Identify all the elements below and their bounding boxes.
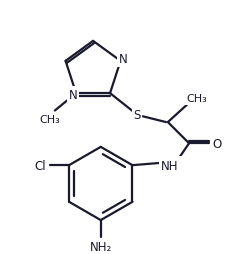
Text: Cl: Cl bbox=[34, 159, 46, 172]
Text: S: S bbox=[133, 108, 141, 121]
Text: NH₂: NH₂ bbox=[90, 240, 112, 253]
Text: N: N bbox=[119, 53, 128, 66]
Text: O: O bbox=[212, 137, 222, 150]
Text: N: N bbox=[69, 88, 77, 101]
Text: CH₃: CH₃ bbox=[186, 94, 207, 104]
Text: NH: NH bbox=[161, 159, 179, 172]
Text: CH₃: CH₃ bbox=[40, 115, 60, 125]
Text: NH: NH bbox=[163, 158, 181, 171]
